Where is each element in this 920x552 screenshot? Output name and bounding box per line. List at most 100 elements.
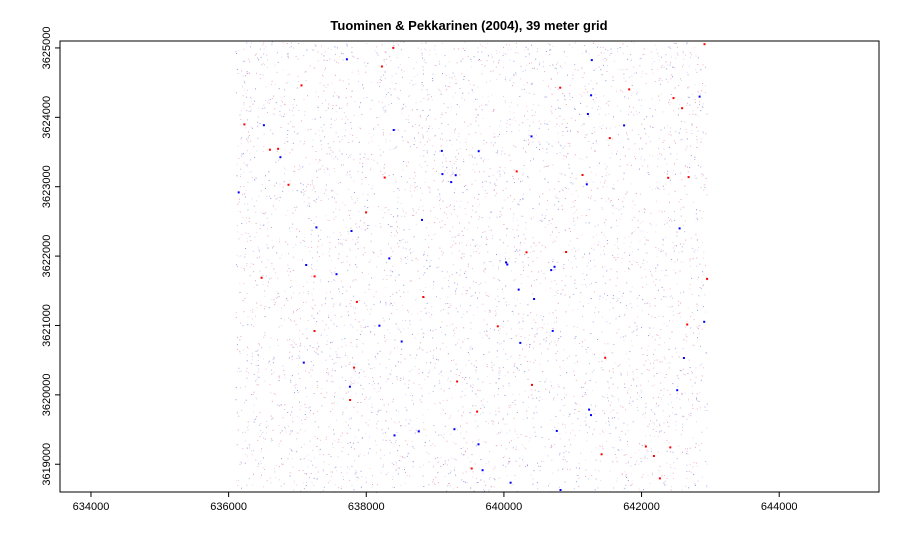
raster-cell [242,61,244,63]
raster-cell [275,102,277,104]
raster-cell [476,396,478,397]
raster-cell [252,263,254,265]
raster-cell [604,293,605,295]
raster-cell [556,283,557,285]
raster-cell [368,284,370,286]
raster-cell [246,426,248,428]
raster-cell [606,186,608,188]
raster-cell [324,397,326,398]
raster-cell [428,54,430,56]
raster-cell [382,399,383,401]
raster-cell [697,276,699,278]
raster-cell [383,320,385,322]
raster-cell [659,337,661,339]
raster-cell [407,259,409,260]
raster-cell [247,232,249,234]
raster-cell [413,382,415,384]
raster-cell [548,220,550,222]
raster-cell [591,298,592,300]
raster-cell [317,387,318,388]
raster-cell [388,318,390,320]
raster-cell [257,371,259,373]
raster-cell [401,455,403,457]
raster-cell [610,377,612,379]
raster-cell [452,244,454,246]
raster-cell [315,91,317,93]
raster-cell [629,400,630,402]
raster-cell [486,330,488,332]
raster-cell [625,462,627,464]
raster-cell [479,44,481,46]
raster-cell [343,261,344,263]
raster-cell [503,199,505,201]
raster-cell [492,144,494,146]
raster-cell [423,428,425,430]
raster-cell [566,468,568,470]
raster-cell [332,381,334,383]
raster-cell [494,466,495,468]
raster-cell [249,447,251,449]
raster-cell [472,239,474,241]
raster-cell [696,465,698,467]
raster-cell [341,52,342,54]
raster-cell [539,170,541,172]
raster-cell [330,260,332,262]
raster-cell [670,94,672,95]
raster-cell [700,69,702,71]
raster-cell [536,147,537,148]
raster-cell [397,196,399,198]
raster-cell [449,306,451,308]
raster-cell [296,190,298,191]
raster-cell [400,425,401,427]
raster-cell [487,159,489,161]
raster-cell [592,236,594,238]
raster-cell [321,388,323,390]
raster-cell [680,292,681,294]
raster-cell [292,223,294,225]
raster-cell [265,86,267,88]
raster-cell [379,82,381,83]
raster-cell [471,348,473,350]
raster-cell [432,145,434,147]
raster-cell [432,479,434,481]
raster-cell [409,190,411,192]
raster-cell [442,400,444,401]
raster-cell [499,332,501,334]
raster-cell [320,334,322,336]
raster-cell [291,297,292,299]
raster-cell [303,488,305,490]
raster-cell [300,318,301,320]
raster-cell [268,99,270,101]
raster-cell [683,339,685,341]
raster-cell [480,400,482,402]
raster-cell [519,95,521,97]
raster-cell [391,81,393,83]
raster-cell [561,189,563,191]
raster-cell [527,176,529,178]
raster-cell [339,231,341,233]
raster-cell [551,444,552,446]
raster-cell [411,369,413,371]
raster-cell [532,417,534,419]
raster-cell [496,306,498,307]
raster-cell [332,443,333,445]
raster-cell [602,448,604,450]
raster-cell [570,231,571,233]
raster-cell [289,433,291,435]
raster-cell [426,227,428,229]
raster-cell [353,56,355,58]
raster-cell [327,340,329,342]
raster-cell [529,437,531,439]
raster-cell [515,448,517,450]
raster-cell [268,307,270,309]
raster-cell [528,334,530,336]
raster-cell [335,208,337,210]
raster-cell [463,481,465,482]
raster-cell [704,265,706,267]
raster-cell [281,254,283,256]
raster-cell [490,80,491,82]
raster-cell [353,369,355,371]
raster-cell [442,166,444,168]
raster-cell [273,268,275,270]
raster-cell [241,409,243,411]
